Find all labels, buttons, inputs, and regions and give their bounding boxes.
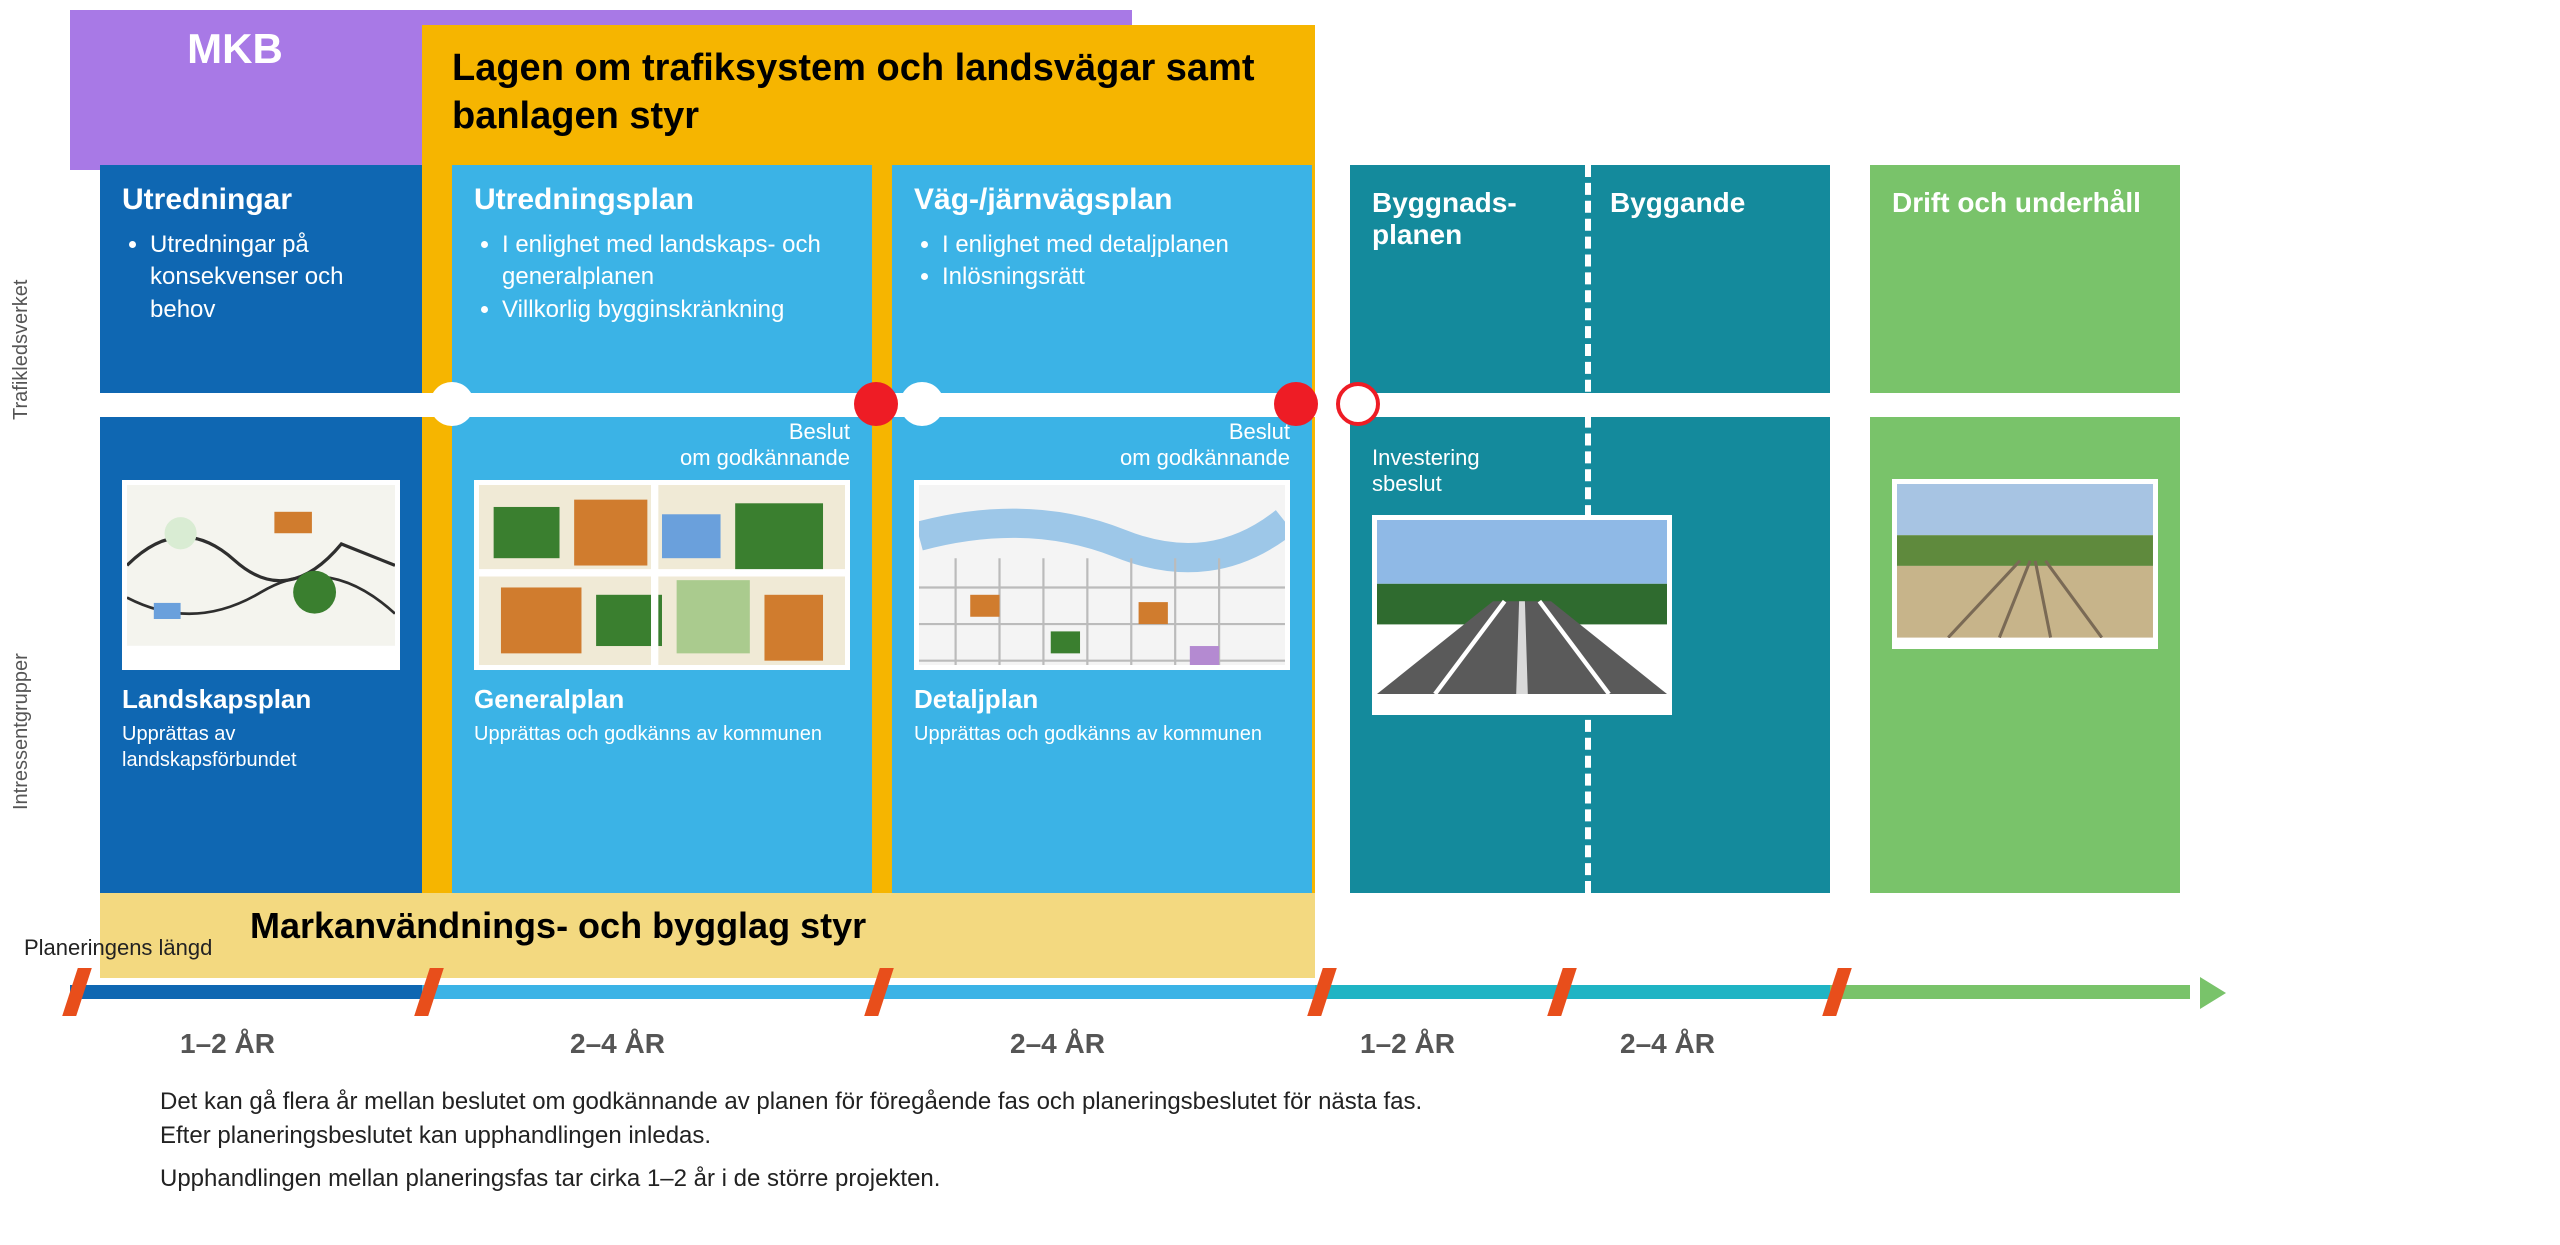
rail-thumb (1892, 479, 2158, 649)
dur-2: 2–4 ÅR (1010, 1028, 1105, 1060)
phase1-top: Utredningar Utredningar på konsekvenser … (100, 165, 422, 405)
footnote: Det kan gå flera år mellan beslutet om g… (160, 1085, 1460, 1206)
tl-seg-3 (1315, 985, 1830, 999)
tl-seg-1 (422, 985, 872, 999)
phase3-bullet-1: Inlösningsrätt (942, 261, 1290, 293)
phase3-bottom-title: Detaljplan (914, 684, 1290, 715)
phase4-title1: Byggnads-planen (1372, 187, 1517, 251)
landskapsplan-thumb (122, 480, 400, 670)
dot-2 (854, 382, 898, 426)
phase3-bottom-text: Upprättas och godkänns av kommunen (914, 721, 1290, 747)
phase2-bottom-title: Generalplan (474, 684, 850, 715)
dur-0: 1–2 ÅR (180, 1028, 275, 1060)
generalplan-thumb (474, 480, 850, 670)
dot-4 (1274, 382, 1318, 426)
phase1-bottom-title: Landskapsplan (122, 684, 400, 715)
bottom-yellow-title: Markanvändnings- och bygglag styr (250, 905, 866, 947)
footnote-line1: Det kan gå flera år mellan beslutet om g… (160, 1085, 1460, 1152)
phase2-bottom-text: Upprättas och godkänns av kommunen (474, 721, 850, 747)
phase3-bullet-0: I enlighet med detaljplanen (942, 229, 1290, 261)
road-thumb (1372, 515, 1672, 715)
phase1-title: Utredningar (122, 183, 400, 217)
dur-4: 2–4 ÅR (1620, 1028, 1715, 1060)
phase4-box: Byggnads-planen Byggande Investeringsbes… (1350, 165, 1830, 893)
phase4-title2: Byggande (1610, 187, 1745, 219)
timeline (70, 985, 2210, 1003)
phase2-bottom: Beslutom godkännande Generalplan Upprätt… (452, 405, 872, 893)
dot-3 (900, 382, 944, 426)
footnote-line2: Upphandlingen mellan planeringsfas tar c… (160, 1162, 1460, 1196)
phase2-bullet-0: I enlighet med landskaps- och generalpla… (502, 229, 850, 294)
phase4-invest: Investeringsbeslut (1372, 445, 1480, 497)
tl-seg-2 (872, 985, 1315, 999)
planning-length-label: Planeringens längd (24, 935, 212, 961)
yellow-title-wrap: Lagen om trafiksystem och landsvägar sam… (422, 25, 1315, 165)
side-label-intressentgrupper: Intressentgrupper (10, 590, 33, 810)
dot-1 (430, 382, 474, 426)
phase1-bullet-0: Utredningar på konsekvenser och behov (150, 229, 400, 326)
phase2-top: Utredningsplan I enlighet med landskaps-… (452, 165, 872, 405)
phase1-bottom-text: Upprättas av landskapsförbundet (122, 721, 400, 773)
phase-drift-underhall: Drift och underhåll (1870, 165, 2180, 893)
phase3-top: Väg-/järnvägsplan I enlighet med detaljp… (892, 165, 1312, 405)
mkb-label: MKB (70, 25, 400, 73)
diagram-root: Trafikledsverket Intressentgrupper MKB L… (0, 0, 2560, 1245)
phase-vag-jarnvagsplan: Väg-/järnvägsplan I enlighet med detaljp… (892, 165, 1312, 893)
detaljplan-thumb (914, 480, 1290, 670)
phase2-beslut: Beslutom godkännande (474, 419, 850, 472)
process-arrow-track (100, 393, 2220, 417)
phase2-bullet-1: Villkorlig bygginskränkning (502, 294, 850, 326)
tl-seg-4 (1830, 985, 2190, 999)
phase3-beslut: Beslutom godkännande (914, 419, 1290, 472)
process-arrow-head (2198, 370, 2250, 442)
yellow-title: Lagen om trafiksystem och landsvägar sam… (422, 25, 1315, 160)
phase2-title: Utredningsplan (474, 183, 850, 217)
phase-utredningsplan: Utredningsplan I enlighet med landskaps-… (452, 165, 872, 893)
phase3-bottom: Beslutom godkännande Detaljplan Upprätta… (892, 405, 1312, 893)
phase-byggnad-byggande: Byggnads-planen Byggande Investeringsbes… (1350, 165, 1830, 893)
phase-utredningar: Utredningar Utredningar på konsekvenser … (100, 165, 422, 893)
dur-1: 2–4 ÅR (570, 1028, 665, 1060)
side-label-trafikledsverket: Trafikledsverket (10, 200, 33, 420)
dur-3: 1–2 ÅR (1360, 1028, 1455, 1060)
dot-5 (1336, 382, 1380, 426)
phase3-title: Väg-/järnvägsplan (914, 183, 1290, 217)
tl-seg-0 (70, 985, 422, 999)
phase1-bottom: —— Landskapsplan Upprättas av landskapsf… (100, 405, 422, 893)
phase5-title: Drift och underhåll (1892, 187, 2158, 219)
timeline-arrowhead (2200, 977, 2226, 1009)
